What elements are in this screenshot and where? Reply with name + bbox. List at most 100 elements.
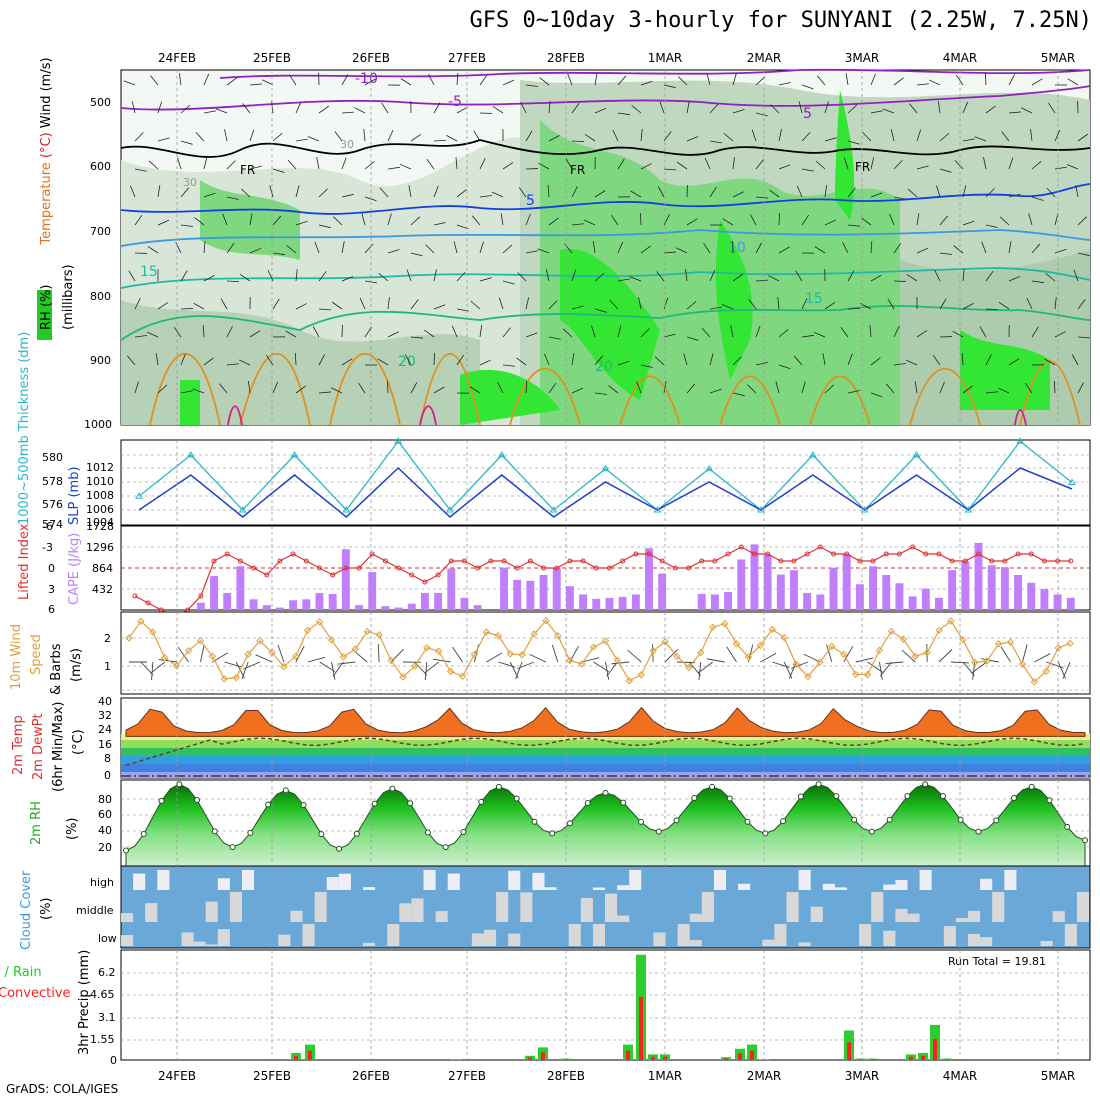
- cloud-cover-block: [338, 873, 351, 890]
- cape-bar: [434, 592, 443, 610]
- cape-bar: [908, 596, 917, 610]
- rh2m-marker: [442, 844, 449, 851]
- upper-wind-barb: [709, 306, 722, 310]
- upper-wind-barb: [565, 158, 573, 170]
- wind10-barb: [177, 646, 189, 663]
- upper-wind-barb: [640, 328, 650, 338]
- wind10-marker: [220, 675, 229, 683]
- cloud-cover-block: [133, 873, 146, 890]
- upper-wind-barb: [663, 381, 667, 394]
- date-label-bottom: 28FEB: [547, 1069, 585, 1083]
- lifted-index-marker: [541, 565, 547, 571]
- upper-wind-barb: [571, 186, 578, 198]
- wind10-barb: [698, 661, 713, 674]
- upper-wind-barb: [203, 73, 210, 86]
- upper-wind-barb: [984, 72, 987, 86]
- wind10-marker: [994, 640, 1003, 648]
- upper-wind-barb: [962, 185, 967, 198]
- upper-wind-barb: [778, 164, 791, 170]
- upper-wind-barb: [732, 109, 745, 114]
- thickness-marker: [601, 464, 610, 472]
- upper-wind-barb: [130, 185, 136, 198]
- upper-wind-barb: [157, 137, 170, 142]
- precip-label-total: Total / Rain: [0, 965, 42, 980]
- upper-wind-barb: [479, 195, 492, 198]
- cape-bar: [895, 583, 904, 610]
- upper-wind-barb: [847, 140, 860, 145]
- upper-wind-barb: [267, 269, 274, 282]
- cloud-cover-block: [121, 935, 134, 946]
- rh2m-marker: [975, 828, 982, 835]
- thickness-marker: [290, 451, 299, 458]
- temp2m-tick-24: 24: [98, 723, 112, 736]
- wind10-barb: [843, 646, 854, 663]
- upper-wind-barb: [755, 325, 761, 338]
- upper-wind-barb: [173, 326, 182, 338]
- wind10-marker: [828, 642, 836, 650]
- upper-wind-barb: [1008, 193, 1021, 198]
- upper-wind-barb: [686, 136, 699, 142]
- wind10-marker: [911, 652, 919, 660]
- wind10-speed-markers: [125, 617, 1074, 686]
- upper-wind-barb: [571, 387, 584, 394]
- temp2m-tick-32: 32: [98, 709, 112, 722]
- precip-tick-1.55: 1.55: [90, 1033, 115, 1046]
- rh2m-marker: [1028, 783, 1035, 790]
- upper-wind-barb: [778, 82, 791, 86]
- date-label-bottom: 24FEB: [158, 1069, 196, 1083]
- wind10-marker: [494, 631, 502, 640]
- upper-wind-barb: [617, 158, 625, 170]
- upper-wind-barb: [222, 213, 228, 226]
- upper-wind-barb: [516, 357, 527, 366]
- upper-wind-barb: [893, 196, 906, 200]
- date-label-top: 2MAR: [747, 51, 782, 65]
- upper-wind-barb: [249, 213, 253, 226]
- upper-wind-barb: [192, 388, 205, 394]
- upper-wind-barb: [985, 308, 999, 311]
- wind10-marker: [804, 672, 812, 681]
- upper-wind-barb: [479, 277, 492, 282]
- upper-wind-barb: [548, 101, 551, 114]
- cape-bar: [1027, 582, 1036, 610]
- wind10-barb: [452, 646, 463, 663]
- upper-wind-barb: [676, 247, 688, 254]
- lifted-index-marker: [316, 565, 322, 571]
- wind10-marker: [292, 652, 300, 660]
- upper-wind-barb: [433, 185, 439, 198]
- wind10-barb: [243, 661, 261, 670]
- upper-wind-barb: [939, 252, 952, 255]
- slp-tick-1004: 1004: [86, 516, 114, 529]
- upper-wind-barb: [180, 140, 193, 145]
- upper-wind-barb: [318, 271, 327, 282]
- thickness-marker: [964, 506, 973, 513]
- upper-wind-barb: [410, 382, 418, 394]
- upper-wind-barb: [363, 129, 366, 142]
- wind10-marker: [327, 636, 336, 644]
- slp-line: [138, 466, 1073, 518]
- upper-wind-barb: [798, 101, 803, 114]
- upper-wind-barb: [316, 157, 320, 170]
- precip-convective-bar: [308, 1050, 312, 1060]
- wind10-barb: [200, 644, 205, 663]
- rh2m-marker: [424, 829, 431, 836]
- wind10-barb: [971, 661, 987, 673]
- upper-wind-barb: [285, 330, 297, 338]
- wind10-barb: [515, 661, 523, 679]
- upper-wind-barb: [517, 272, 527, 282]
- date-labels-top: 24FEB 25FEB 26FEB 27FEB 28FEB 1MAR 2MAR 3MAR 4MA…: [158, 51, 1075, 65]
- thickness-marker: [1068, 478, 1076, 485]
- rh-legend-swatch: [37, 290, 52, 340]
- cloud-cover-block: [278, 934, 291, 946]
- precip-run-total: Run Total = 19.81: [948, 955, 1046, 968]
- li-tick-neg6: -6: [42, 520, 53, 533]
- upper-wind-barb: [128, 270, 136, 282]
- rh2m-tick-60: 60: [98, 808, 112, 821]
- wind10-marker: [923, 648, 931, 657]
- cape-bar: [289, 600, 298, 610]
- wind10-marker: [720, 620, 729, 628]
- upper-wind-barb: [226, 363, 239, 366]
- upper-wind-barb: [847, 390, 860, 394]
- cape-bar: [842, 554, 851, 610]
- thickness-marker: [653, 506, 662, 513]
- cloud-row-high: high: [90, 876, 114, 889]
